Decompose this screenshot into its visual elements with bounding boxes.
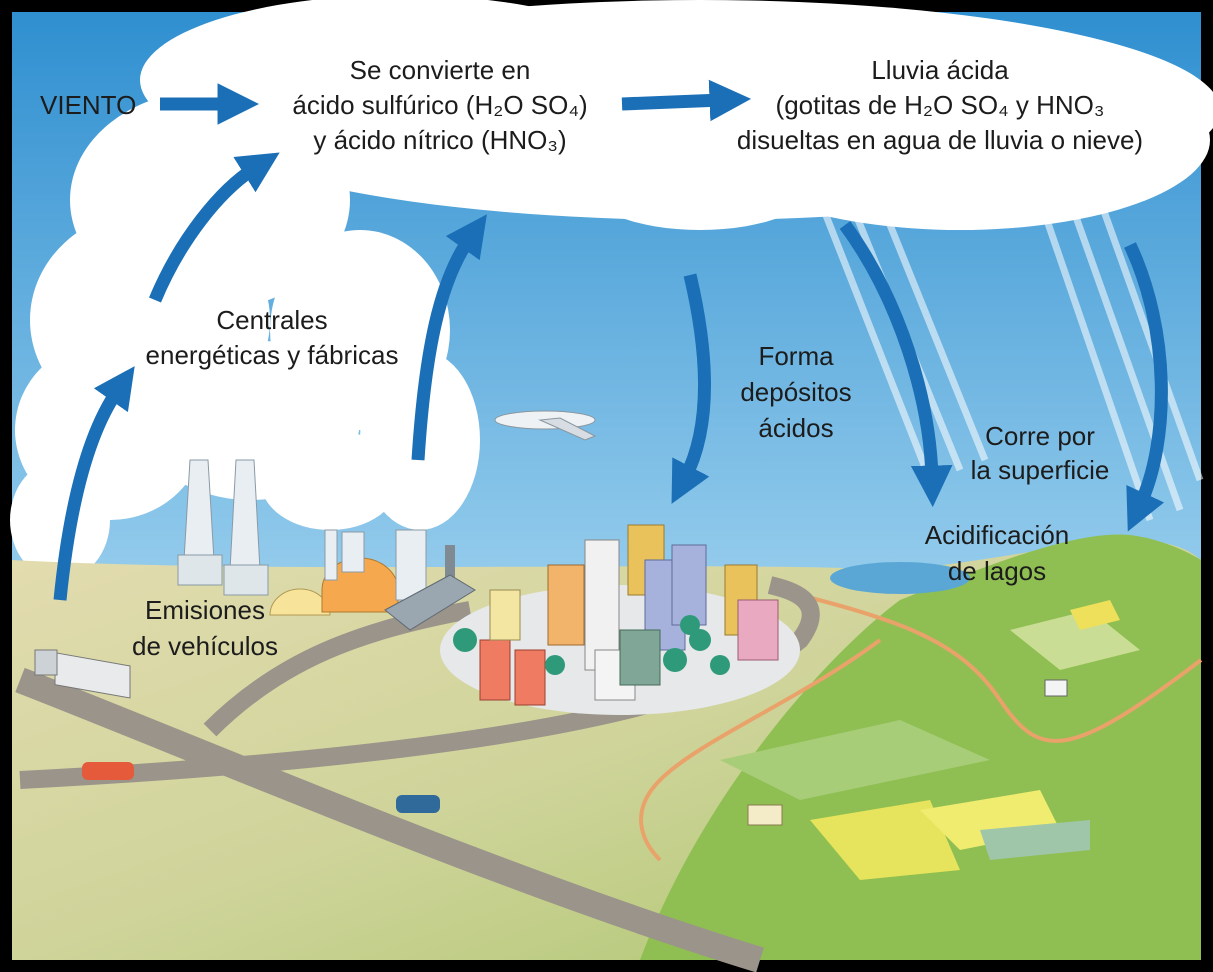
illustration-shape <box>396 795 440 813</box>
label-line: de lagos <box>948 556 1046 586</box>
label-line: VIENTO <box>40 90 136 120</box>
label-line: depósitos <box>740 377 851 407</box>
illustration-shape <box>710 655 730 675</box>
illustration-shape <box>325 530 337 580</box>
illustration-shape <box>224 565 268 595</box>
label-line: (gotitas de H₂O SO₄ y HNO₃ <box>776 90 1105 120</box>
label-line: Lluvia ácida <box>871 55 1009 85</box>
label-line: Emisiones <box>145 595 265 625</box>
page: VIENTO Se convierte en ácido sulfúrico (H₂… <box>0 0 1213 972</box>
illustration-shape <box>620 630 660 685</box>
illustration-shape <box>490 590 520 640</box>
illustration-shape <box>672 545 706 625</box>
illustration-shape <box>1045 680 1067 696</box>
illustration-shape <box>453 628 477 652</box>
label-line: Acidificación <box>925 520 1070 550</box>
label-line: Corre por <box>985 421 1095 451</box>
illustration-shape <box>548 565 584 645</box>
label-line: disueltas en agua de lluvia o nieve) <box>737 125 1143 155</box>
illustration-shape <box>82 762 134 780</box>
illustration-shape <box>178 555 222 585</box>
label-line: ácido sulfúrico (H₂O SO₄) <box>292 90 587 120</box>
label-line: la superficie <box>971 455 1110 485</box>
illustration-shape <box>680 615 700 635</box>
arrow <box>622 100 722 104</box>
label-line: ácidos <box>758 413 833 443</box>
label-line: energéticas y fábricas <box>146 340 399 370</box>
label-line: Centrales <box>216 305 327 335</box>
illustration-shape <box>342 532 364 572</box>
illustration-shape <box>480 640 510 700</box>
illustration-shape <box>748 805 782 825</box>
illustration-shape <box>738 600 778 660</box>
label-line: y ácido nítrico (HNO₃) <box>313 125 566 155</box>
label-line: Forma <box>758 341 834 371</box>
label-line: Se convierte en <box>350 55 531 85</box>
illustration-shape <box>515 650 545 705</box>
illustration-shape <box>260 430 400 530</box>
illustration-shape <box>396 530 426 600</box>
label-line: de vehículos <box>132 631 278 661</box>
illustration-shape <box>545 655 565 675</box>
acid-rain-diagram: VIENTO Se convierte en ácido sulfúrico (H₂… <box>0 0 1213 972</box>
illustration-shape <box>35 650 57 675</box>
illustration-shape <box>663 648 687 672</box>
